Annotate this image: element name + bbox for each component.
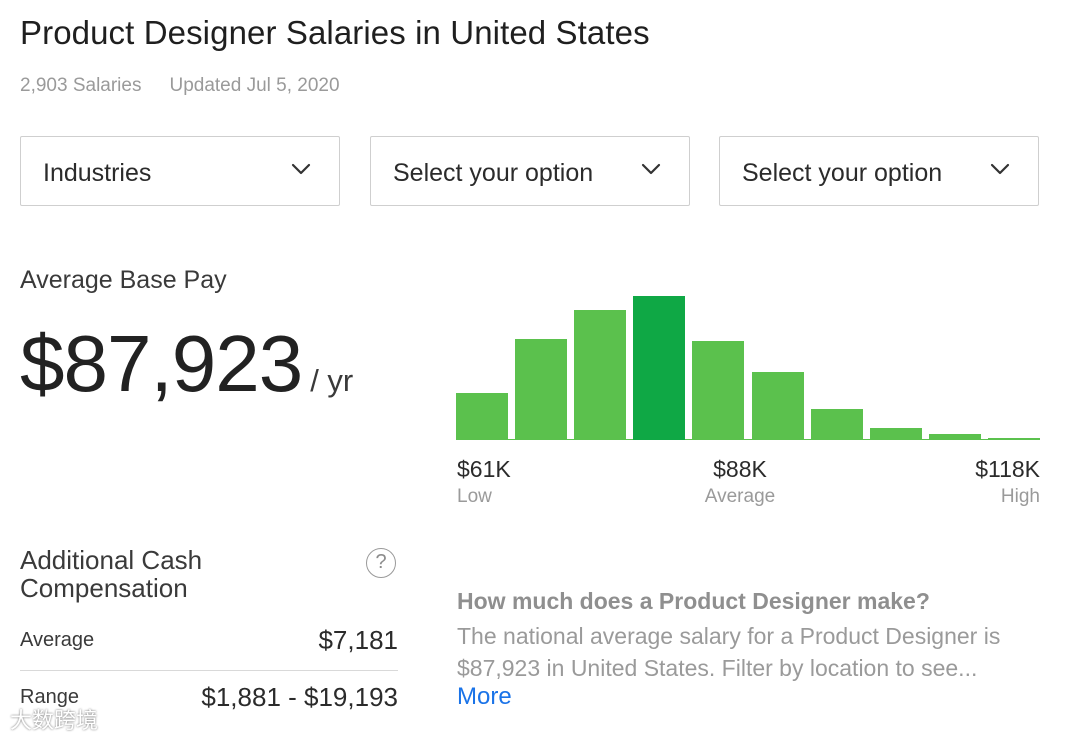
row-label: Average	[20, 629, 95, 651]
row-value: $7,181	[318, 625, 398, 655]
help-icon[interactable]: ?	[366, 548, 396, 578]
high-label: High	[1000, 486, 1040, 507]
salary-unit: / yr	[310, 363, 354, 398]
histogram-bar	[692, 341, 745, 440]
histogram-baseline	[456, 439, 1040, 440]
histogram-bar	[633, 296, 686, 440]
industries-dropdown[interactable]: Industries	[20, 136, 340, 206]
histogram-bar	[751, 372, 804, 440]
faq-question: How much does a Product Designer make?	[457, 588, 930, 614]
average-label: Average	[704, 486, 776, 507]
histogram-bar	[456, 393, 509, 440]
watermark-logo: 大数跨境	[10, 708, 99, 733]
chevron-down-icon	[291, 163, 311, 175]
histogram-bar	[928, 434, 981, 440]
faq-answer: The national average salary for a Produc…	[457, 623, 1001, 681]
cash-range-row: Range $1,881 - $19,193	[20, 681, 398, 717]
page-title: Product Designer Salaries in United Stat…	[20, 14, 650, 51]
histogram-bar	[515, 339, 568, 440]
low-value: $61K	[457, 456, 511, 482]
more-link[interactable]: More	[457, 683, 512, 710]
row-label: Range	[20, 686, 79, 708]
average-base-pay-label: Average Base Pay	[20, 266, 227, 294]
average-base-pay-value: $87,923/ yr	[20, 318, 353, 410]
row-value: $1,881 - $19,193	[201, 682, 398, 712]
salaries-count: 2,903 Salaries	[20, 75, 142, 96]
histogram-bar	[987, 438, 1040, 440]
dropdown-label: Select your option	[742, 159, 943, 187]
dropdown-label: Select your option	[393, 159, 594, 187]
option-dropdown-1[interactable]: Select your option	[370, 136, 690, 206]
histogram-bar	[869, 428, 922, 440]
salary-histogram	[456, 290, 1040, 440]
salary-amount: $87,923	[20, 319, 303, 408]
option-dropdown-2[interactable]: Select your option	[719, 136, 1039, 206]
cash-average-row: Average $7,181	[20, 624, 398, 660]
updated-date: Updated Jul 5, 2020	[169, 75, 340, 96]
histogram-bar	[810, 409, 863, 440]
additional-cash-title: Additional Cash Compensation	[20, 545, 203, 603]
meta-line: 2,903 Salaries Updated Jul 5, 2020	[20, 75, 340, 97]
high-value: $118K	[975, 456, 1040, 482]
dropdown-label: Industries	[43, 159, 152, 187]
chevron-down-icon	[641, 163, 661, 175]
chevron-down-icon	[990, 163, 1010, 175]
histogram-bar	[574, 310, 627, 440]
low-label: Low	[457, 486, 492, 507]
average-value: $88K	[713, 456, 767, 482]
row-divider	[20, 670, 398, 671]
